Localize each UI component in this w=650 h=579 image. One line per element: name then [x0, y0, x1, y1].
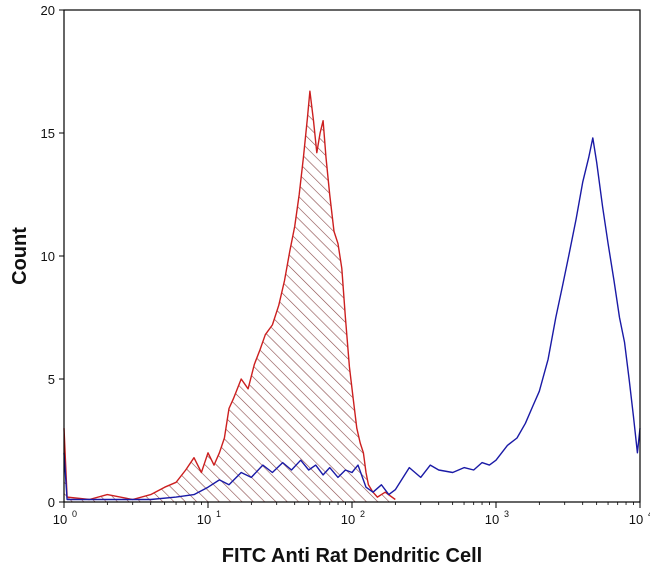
y-tick-label: 0 [48, 495, 55, 510]
y-tick-label: 15 [41, 126, 55, 141]
stained-histogram-line [63, 137, 641, 501]
x-tick-label: 10 [485, 512, 499, 527]
y-axis-title: Count [9, 227, 31, 285]
y-tick-label: 10 [41, 249, 55, 264]
x-tick-label: 10 [53, 512, 67, 527]
y-tick-label: 5 [48, 372, 55, 387]
x-axis-title: FITC Anti Rat Dendritic Cell [222, 545, 482, 567]
x-tick-label: 10 [629, 512, 643, 527]
isotype-histogram-line [63, 90, 396, 501]
x-tick-exponent: 2 [360, 509, 365, 519]
x-tick-exponent: 3 [504, 509, 509, 519]
isotype-hatch-fill [64, 91, 396, 502]
x-tick-exponent: 0 [72, 509, 77, 519]
y-tick-label: 20 [41, 3, 55, 18]
x-tick-label: 10 [341, 512, 355, 527]
x-tick-exponent: 4 [648, 509, 650, 519]
x-tick-label: 10 [197, 512, 211, 527]
x-tick-exponent: 1 [216, 509, 221, 519]
